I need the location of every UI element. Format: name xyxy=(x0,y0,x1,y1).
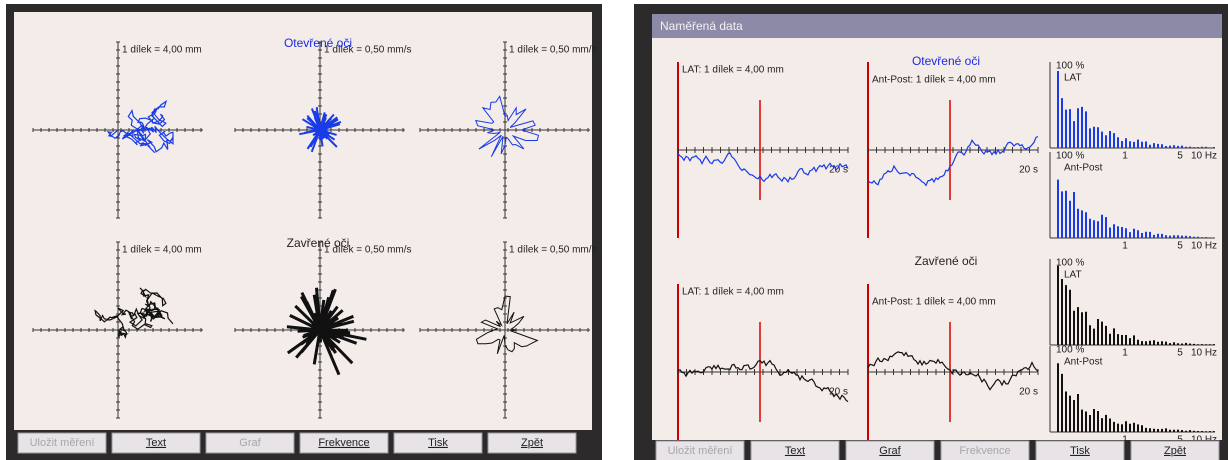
time-label: 20 s xyxy=(1019,165,1038,176)
button-face xyxy=(111,432,201,454)
scale-label: LAT: 1 dílek = 4,00 mm xyxy=(682,287,784,298)
button-label: Text xyxy=(146,437,166,449)
scale-label: LAT: 1 dílek = 4,00 mm xyxy=(682,65,784,76)
button[interactable]: Graf xyxy=(845,440,935,460)
axis-ticks xyxy=(32,241,202,419)
left-screen xyxy=(14,12,592,430)
button[interactable]: Frekvence xyxy=(299,432,389,454)
button-label: Text xyxy=(785,445,805,457)
button-label: Uložit měření xyxy=(668,445,733,457)
right-screen xyxy=(652,38,1222,440)
tick-label: 5 xyxy=(1177,348,1183,359)
button-face xyxy=(299,432,389,454)
button-label: Tisk xyxy=(428,437,448,449)
button-face xyxy=(940,440,1030,460)
button-face xyxy=(845,440,935,460)
tick-label: 5 xyxy=(1177,435,1183,446)
axis-ticks xyxy=(867,147,1039,153)
window-title-bar xyxy=(652,14,1222,38)
button[interactable]: Frekvence xyxy=(940,440,1030,460)
button[interactable]: Tisk xyxy=(1035,440,1125,460)
scale-label: Ant-Post: 1 dílek = 4,00 mm xyxy=(872,75,996,86)
tick-label: 10 Hz xyxy=(1191,435,1217,446)
time-label: 20 s xyxy=(829,165,848,176)
button-label: Uložit měření xyxy=(30,437,95,449)
spectrum-name: LAT xyxy=(1064,73,1082,84)
time-series xyxy=(867,351,1039,391)
scale-label: 1 dílek = 0,50 mm/s xyxy=(509,245,597,256)
spectrum xyxy=(1057,179,1215,238)
max-label: 100 % xyxy=(1056,258,1084,269)
button[interactable]: Uložit měření xyxy=(655,440,745,460)
button-face xyxy=(1130,440,1220,460)
velocity-plot xyxy=(299,106,342,153)
button-label: Zpět xyxy=(521,437,543,449)
spectrum-name: LAT xyxy=(1064,270,1082,281)
tick-label: 10 Hz xyxy=(1191,241,1217,252)
button-label: Graf xyxy=(239,437,261,449)
axis-ticks xyxy=(32,41,202,219)
time-series xyxy=(677,359,849,403)
stabilogram xyxy=(94,287,174,340)
button[interactable]: Graf xyxy=(205,432,295,454)
tick-label: 10 Hz xyxy=(1191,348,1217,359)
button[interactable]: Tisk xyxy=(393,432,483,454)
spectrum xyxy=(1057,363,1215,432)
time-series xyxy=(677,152,849,184)
scale-label: 1 dílek = 0,50 mm/s xyxy=(324,45,412,56)
button[interactable]: Uložit měření xyxy=(17,432,107,454)
button[interactable]: Zpět xyxy=(1130,440,1220,460)
scale-label: Ant-Post: 1 dílek = 4,00 mm xyxy=(872,297,996,308)
button[interactable]: Text xyxy=(750,440,840,460)
button-face xyxy=(655,440,745,460)
window-title: Naměřená data xyxy=(660,19,743,33)
scale-label: 1 dílek = 0,50 mm/s xyxy=(509,45,597,56)
scale-label: 1 dílek = 0,50 mm/s xyxy=(324,245,412,256)
max-label: 100 % xyxy=(1056,61,1084,72)
tick-label: 1 xyxy=(1122,348,1128,359)
tick-label: 10 Hz xyxy=(1191,151,1217,162)
spectrum xyxy=(1057,265,1215,345)
tick-label: 1 xyxy=(1122,241,1128,252)
button-face xyxy=(393,432,483,454)
stabilogram xyxy=(106,99,174,154)
time-label: 20 s xyxy=(1019,387,1038,398)
velocity-plot xyxy=(286,287,367,376)
heading-closed: Zavřené oči xyxy=(287,236,350,250)
button-label: Frekvence xyxy=(318,437,369,449)
heading-closed: Zavřené oči xyxy=(915,254,978,268)
heading-open: Otevřené oči xyxy=(912,54,980,68)
time-label: 20 s xyxy=(829,387,848,398)
tick-label: 1 xyxy=(1122,151,1128,162)
button-face xyxy=(487,432,577,454)
max-label: 100 % xyxy=(1056,345,1084,356)
spectrum xyxy=(1057,71,1215,148)
tick-label: 1 xyxy=(1122,435,1128,446)
button-label: Graf xyxy=(879,445,901,457)
button-label: Frekvence xyxy=(959,445,1010,457)
scale-label: 1 dílek = 4,00 mm xyxy=(122,45,202,56)
spectrum-name: Ant-Post xyxy=(1064,357,1103,368)
scale-label: 1 dílek = 4,00 mm xyxy=(122,245,202,256)
velocity-plot xyxy=(475,295,539,354)
tick-label: 5 xyxy=(1177,151,1183,162)
tick-label: 5 xyxy=(1177,241,1183,252)
button-face xyxy=(1035,440,1125,460)
button-face xyxy=(17,432,107,454)
time-series xyxy=(867,135,1039,187)
button-label: Tisk xyxy=(1070,445,1090,457)
axis-ticks xyxy=(677,147,849,153)
max-label: 100 % xyxy=(1056,151,1084,162)
velocity-plot xyxy=(475,95,540,158)
heading-open: Otevřené oči xyxy=(284,36,352,50)
button-face xyxy=(750,440,840,460)
button-face xyxy=(205,432,295,454)
spectrum-name: Ant-Post xyxy=(1064,163,1103,174)
axis-ticks xyxy=(867,369,1039,375)
button[interactable]: Zpět xyxy=(487,432,577,454)
button-label: Zpět xyxy=(1164,445,1186,457)
button[interactable]: Text xyxy=(111,432,201,454)
